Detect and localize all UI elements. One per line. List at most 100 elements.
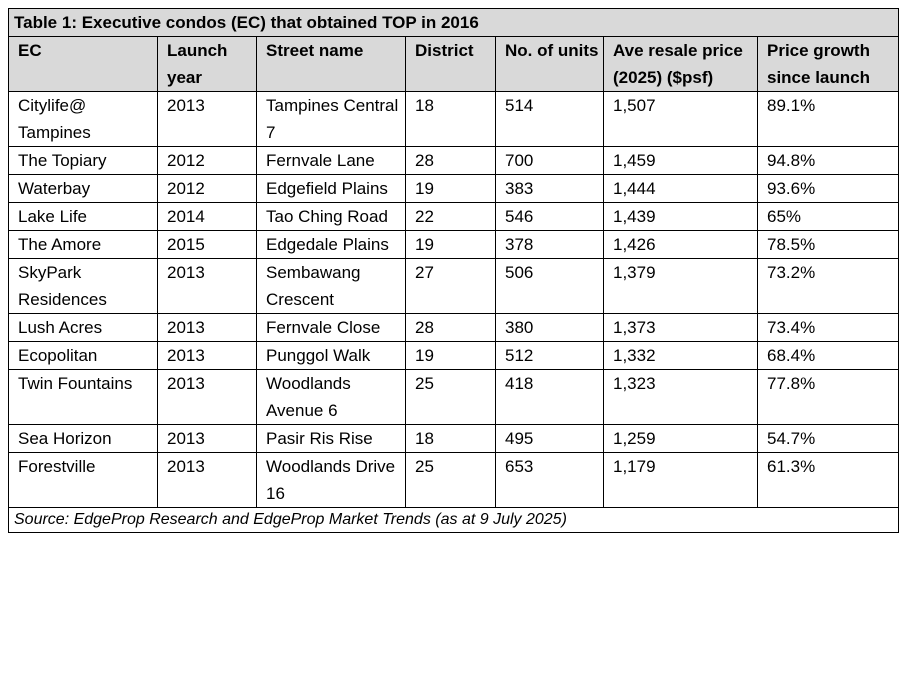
table-cell: 495 <box>495 424 604 453</box>
table-cell: 2013 <box>157 258 257 314</box>
table-cell: 378 <box>495 230 604 259</box>
table-cell: Sembawang Crescent <box>256 258 406 314</box>
table-cell: Lake Life <box>8 202 158 231</box>
table-cell: 506 <box>495 258 604 314</box>
table-cell: 2013 <box>157 369 257 425</box>
table-row: The Topiary 2012 Fernvale Lane 28 700 1,459 94… <box>8 146 900 175</box>
table-cell: 25 <box>405 452 496 508</box>
source-note: Source: EdgeProp Research and EdgeProp M… <box>7 507 900 533</box>
table-cell: 1,179 <box>603 452 758 508</box>
table-row: Ecopolitan 2013 Punggol Walk 19 512 1,332 68.4… <box>8 341 900 370</box>
table-cell: Ecopolitan <box>8 341 158 370</box>
data-table: Table 1: Executive condos (EC) that obta… <box>7 8 900 533</box>
table-cell: 61.3% <box>756 452 900 508</box>
table-cell: 1,379 <box>603 258 758 314</box>
table-cell: 2013 <box>157 341 257 370</box>
table-row: Twin Fountains 2013 Woodlands Avenue 6 25 41… <box>8 369 900 425</box>
table-cell: Edgefield Plains <box>256 174 406 203</box>
table-cell: Punggol Walk <box>256 341 406 370</box>
table-cell: 22 <box>405 202 496 231</box>
table-cell: 1,259 <box>603 424 758 453</box>
table-title: Table 1: Executive condos (EC) that obta… <box>7 8 900 37</box>
table-cell: 18 <box>405 424 496 453</box>
table-cell: 1,373 <box>603 313 758 342</box>
header-cell: Price growth since launch <box>756 36 900 92</box>
header-row: EC Launch year Street name District No. of u… <box>8 36 900 92</box>
table-cell: Forestville <box>8 452 158 508</box>
table-cell: 380 <box>495 313 604 342</box>
table-cell: The Amore <box>8 230 158 259</box>
table-cell: 1,507 <box>603 91 758 147</box>
table-cell: 65% <box>756 202 900 231</box>
table-row: The Amore 2015 Edgedale Plains 19 378 1,426 78… <box>8 230 900 259</box>
table-cell: 514 <box>495 91 604 147</box>
table-cell: Tampines Central 7 <box>256 91 406 147</box>
table-cell: Twin Fountains <box>8 369 158 425</box>
table-cell: 1,439 <box>603 202 758 231</box>
table-cell: 68.4% <box>756 341 900 370</box>
table-cell: 1,426 <box>603 230 758 259</box>
table-cell: Fernvale Lane <box>256 146 406 175</box>
table-row: Forestville 2013 Woodlands Drive 16 25 653 1,… <box>8 452 900 508</box>
table-cell: The Topiary <box>8 146 158 175</box>
table-cell: SkyPark Residences <box>8 258 158 314</box>
table-cell: Pasir Ris Rise <box>256 424 406 453</box>
table-cell: Fernvale Close <box>256 313 406 342</box>
table-cell: 2014 <box>157 202 257 231</box>
header-cell: Street name <box>256 36 406 92</box>
table-cell: Waterbay <box>8 174 158 203</box>
table-cell: 1,332 <box>603 341 758 370</box>
table-row: Citylife@ Tampines 2013 Tampines Central 7… <box>8 91 900 147</box>
header-cell: No. of units <box>495 36 604 92</box>
table-cell: Sea Horizon <box>8 424 158 453</box>
table-cell: 2013 <box>157 424 257 453</box>
table-cell: 1,323 <box>603 369 758 425</box>
table-cell: 19 <box>405 174 496 203</box>
table-cell: 28 <box>405 313 496 342</box>
table-cell: 700 <box>495 146 604 175</box>
table-cell: 2015 <box>157 230 257 259</box>
header-cell: District <box>405 36 496 92</box>
table-cell: 73.2% <box>756 258 900 314</box>
table-row: Sea Horizon 2013 Pasir Ris Rise 18 495 1,259 5… <box>8 424 900 453</box>
table-row: SkyPark Residences 2013 Sembawang Crescent… <box>8 258 900 314</box>
table-row: Waterbay 2012 Edgefield Plains 19 383 1,444 93… <box>8 174 900 203</box>
table-cell: 89.1% <box>756 91 900 147</box>
table-cell: 28 <box>405 146 496 175</box>
table-cell: 93.6% <box>756 174 900 203</box>
table-cell: 2013 <box>157 91 257 147</box>
table-row: Lake Life 2014 Tao Ching Road 22 546 1,439 65% <box>8 202 900 231</box>
table-cell: 1,459 <box>603 146 758 175</box>
table-cell: 512 <box>495 341 604 370</box>
table-cell: 2013 <box>157 452 257 508</box>
header-cell: EC <box>8 36 158 92</box>
table-cell: 73.4% <box>756 313 900 342</box>
table-cell: Lush Acres <box>8 313 158 342</box>
table-cell: 2012 <box>157 146 257 175</box>
table-cell: 418 <box>495 369 604 425</box>
table-cell: 19 <box>405 230 496 259</box>
table-cell: 77.8% <box>756 369 900 425</box>
table-cell: Tao Ching Road <box>256 202 406 231</box>
header-cell: Launch year <box>157 36 257 92</box>
header-cell: Ave resale price (2025) ($psf) <box>603 36 758 92</box>
table-cell: 54.7% <box>756 424 900 453</box>
table-cell: 78.5% <box>756 230 900 259</box>
table-cell: Edgedale Plains <box>256 230 406 259</box>
table-cell: 653 <box>495 452 604 508</box>
table-cell: 1,444 <box>603 174 758 203</box>
table-cell: 2013 <box>157 313 257 342</box>
table-cell: Woodlands Drive 16 <box>256 452 406 508</box>
table-cell: Woodlands Avenue 6 <box>256 369 406 425</box>
table-cell: 18 <box>405 91 496 147</box>
table-cell: Citylife@ Tampines <box>8 91 158 147</box>
table-row: Lush Acres 2013 Fernvale Close 28 380 1,373 73… <box>8 313 900 342</box>
table-cell: 383 <box>495 174 604 203</box>
table-cell: 19 <box>405 341 496 370</box>
table-body: Citylife@ Tampines 2013 Tampines Central 7… <box>8 91 900 508</box>
table-cell: 2012 <box>157 174 257 203</box>
table-cell: 546 <box>495 202 604 231</box>
table-cell: 94.8% <box>756 146 900 175</box>
table-cell: 27 <box>405 258 496 314</box>
